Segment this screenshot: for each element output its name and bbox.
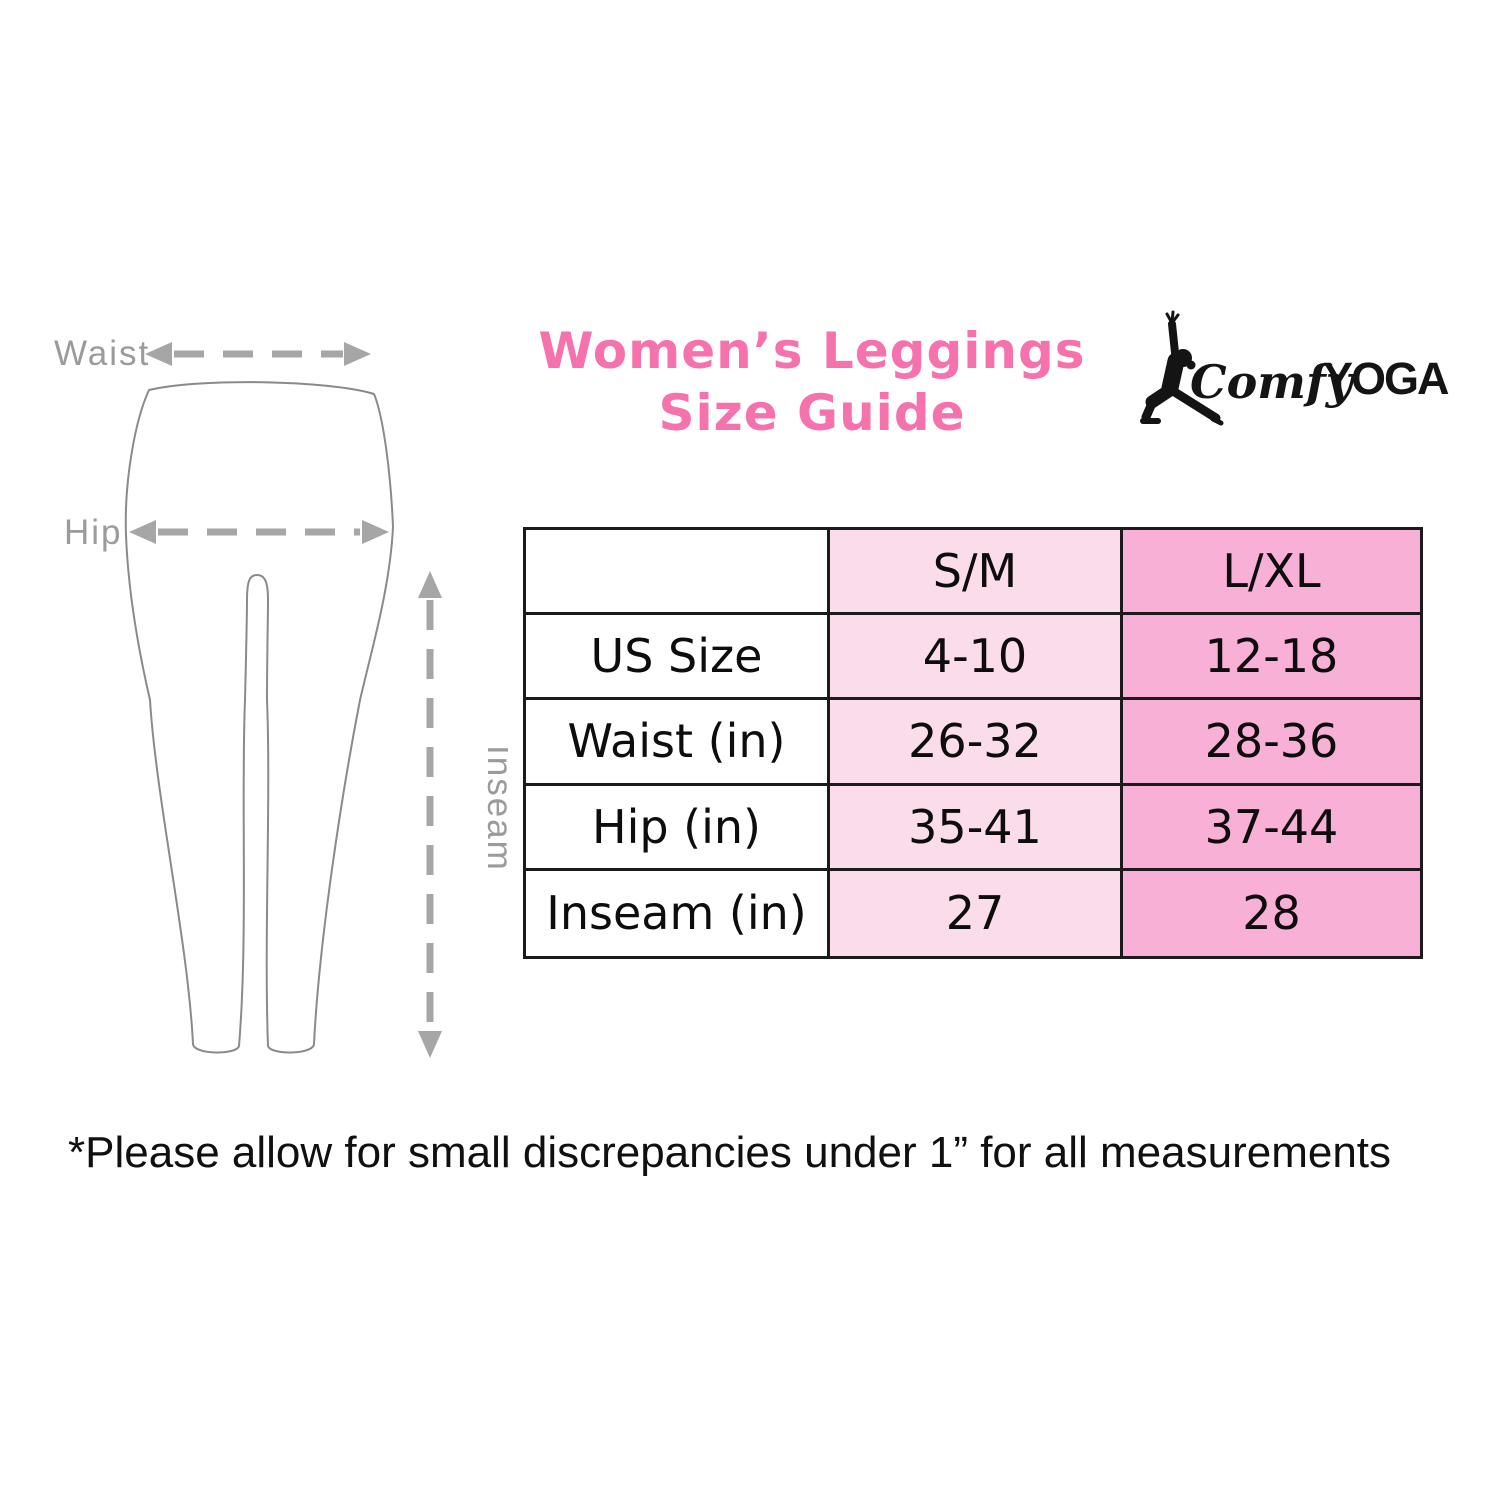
title-line-2: Size Guide (658, 384, 966, 442)
row-waist-label: Waist (in) (526, 700, 830, 786)
title-line-1: Women’s Leggings (538, 322, 1086, 380)
leggings-outline (124, 381, 394, 1054)
waist-arrow (145, 342, 371, 366)
row-hip-label: Hip (in) (526, 785, 830, 871)
size-table: S/M L/XL US Size 4-10 12-18 Waist (in) 2… (523, 527, 1423, 959)
cell-us-size-lxl: 12-18 (1123, 615, 1420, 701)
cell-us-size-sm: 4-10 (830, 615, 1123, 701)
cell-inseam-lxl: 28 (1123, 870, 1420, 956)
cell-hip-lxl: 37-44 (1123, 785, 1420, 871)
cell-inseam-sm: 27 (830, 870, 1123, 956)
brand-name-caps: YOGA (1323, 353, 1449, 404)
yoga-figure-icon (1140, 310, 1224, 426)
inseam-arrow (418, 571, 442, 1058)
cell-waist-sm: 26-32 (830, 700, 1123, 786)
brand-name-script: Comfy (1190, 355, 1356, 409)
row-us-size-label: US Size (526, 615, 830, 701)
row-inseam-label: Inseam (in) (526, 870, 830, 956)
table-header-lxl: L/XL (1123, 530, 1420, 616)
cell-waist-lxl: 28-36 (1123, 700, 1420, 786)
table-corner-cell (526, 530, 830, 616)
inseam-label: Inseam (480, 745, 508, 872)
hip-arrow (129, 520, 389, 544)
brand-logo: Comfy YOGA (1140, 310, 1450, 426)
measurement-disclaimer: *Please allow for small discrepancies un… (68, 1128, 1392, 1177)
table-header-sm: S/M (830, 530, 1123, 616)
page-title: Women’s Leggings Size Guide (522, 320, 1102, 444)
waist-label: Waist (54, 334, 150, 373)
leggings-measurement-diagram: Waist Hip Inseam (54, 334, 508, 1058)
cell-hip-sm: 35-41 (830, 785, 1123, 871)
hip-label: Hip (64, 513, 123, 552)
